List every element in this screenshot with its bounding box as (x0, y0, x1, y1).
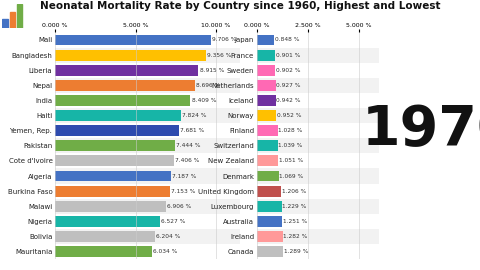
Bar (257, 110, 276, 121)
Text: 0.952 %: 0.952 % (276, 113, 301, 118)
Bar (257, 125, 278, 136)
Bar (257, 214, 379, 229)
Bar (55, 140, 175, 151)
Bar (257, 48, 379, 63)
Bar (55, 171, 171, 181)
Bar (257, 50, 275, 60)
Bar (55, 65, 198, 76)
Bar (257, 93, 379, 108)
Text: 0.902 %: 0.902 % (276, 68, 300, 73)
Bar (55, 123, 240, 138)
Bar (55, 50, 205, 60)
Text: 1.229 %: 1.229 % (282, 204, 307, 209)
Text: 9.356 %: 9.356 % (207, 53, 231, 58)
Text: 7.824 %: 7.824 % (182, 113, 207, 118)
Text: 7.444 %: 7.444 % (176, 143, 201, 148)
Text: 1.051 %: 1.051 % (279, 158, 303, 163)
Text: 1970: 1970 (362, 103, 480, 157)
Text: Neonatal Mortality Rate by Country since 1960, Highest and Lowest: Neonatal Mortality Rate by Country since… (40, 1, 440, 11)
Bar (55, 186, 170, 197)
Text: 7.681 %: 7.681 % (180, 128, 204, 133)
Bar (257, 199, 379, 214)
Bar (17, 4, 22, 28)
Bar (55, 214, 240, 229)
Text: 7.406 %: 7.406 % (176, 158, 200, 163)
Bar (55, 231, 155, 242)
Bar (55, 63, 240, 78)
Bar (55, 229, 240, 244)
Bar (257, 216, 282, 227)
Bar (55, 108, 240, 123)
Text: 1.069 %: 1.069 % (279, 174, 303, 178)
Bar (257, 231, 283, 242)
Text: 1.206 %: 1.206 % (282, 189, 306, 194)
Bar (55, 201, 166, 212)
Bar (55, 32, 240, 48)
Bar (257, 123, 379, 138)
Bar (55, 138, 240, 153)
Bar (257, 184, 379, 199)
Text: 7.153 %: 7.153 % (171, 189, 196, 194)
Text: 0.848 %: 0.848 % (275, 38, 299, 42)
Text: 8.915 %: 8.915 % (200, 68, 224, 73)
Bar (55, 35, 211, 45)
Text: 1.282 %: 1.282 % (283, 234, 308, 239)
Bar (10, 12, 15, 28)
Text: 8.696 %: 8.696 % (196, 83, 220, 88)
Text: 6.527 %: 6.527 % (161, 219, 186, 224)
Text: 1.039 %: 1.039 % (278, 143, 303, 148)
Text: 1.028 %: 1.028 % (278, 128, 302, 133)
Bar (257, 153, 379, 168)
Bar (55, 95, 191, 106)
Bar (257, 140, 278, 151)
Bar (55, 199, 240, 214)
Bar (257, 78, 379, 93)
Bar (55, 48, 240, 63)
Bar (257, 168, 379, 184)
Text: 0.942 %: 0.942 % (276, 98, 301, 103)
Bar (55, 246, 152, 257)
Bar (257, 63, 379, 78)
Text: 6.034 %: 6.034 % (154, 249, 178, 254)
Bar (257, 156, 278, 166)
Bar (257, 186, 281, 197)
Bar (257, 80, 276, 91)
Bar (55, 110, 181, 121)
Bar (257, 32, 379, 48)
Text: 0.901 %: 0.901 % (276, 53, 300, 58)
Bar (257, 65, 275, 76)
Bar (55, 78, 240, 93)
Text: 7.187 %: 7.187 % (172, 174, 196, 178)
Bar (257, 244, 379, 259)
Text: 1.251 %: 1.251 % (283, 219, 307, 224)
Bar (257, 138, 379, 153)
Text: 1.289 %: 1.289 % (284, 249, 308, 254)
Bar (257, 246, 283, 257)
Bar (257, 35, 274, 45)
Bar (55, 125, 179, 136)
Bar (55, 168, 240, 184)
Bar (257, 229, 379, 244)
Bar (55, 244, 240, 259)
Bar (55, 156, 174, 166)
Bar (257, 108, 379, 123)
Bar (55, 216, 160, 227)
Bar (257, 201, 282, 212)
Bar (2, 19, 8, 28)
Text: 8.409 %: 8.409 % (192, 98, 216, 103)
Text: 6.204 %: 6.204 % (156, 234, 180, 239)
Text: 9.706 %: 9.706 % (213, 38, 237, 42)
Bar (257, 171, 278, 181)
Bar (55, 93, 240, 108)
Bar (257, 95, 276, 106)
Bar (55, 80, 195, 91)
Text: 6.906 %: 6.906 % (168, 204, 192, 209)
Bar (55, 153, 240, 168)
Text: 0.927 %: 0.927 % (276, 83, 300, 88)
Bar (55, 184, 240, 199)
